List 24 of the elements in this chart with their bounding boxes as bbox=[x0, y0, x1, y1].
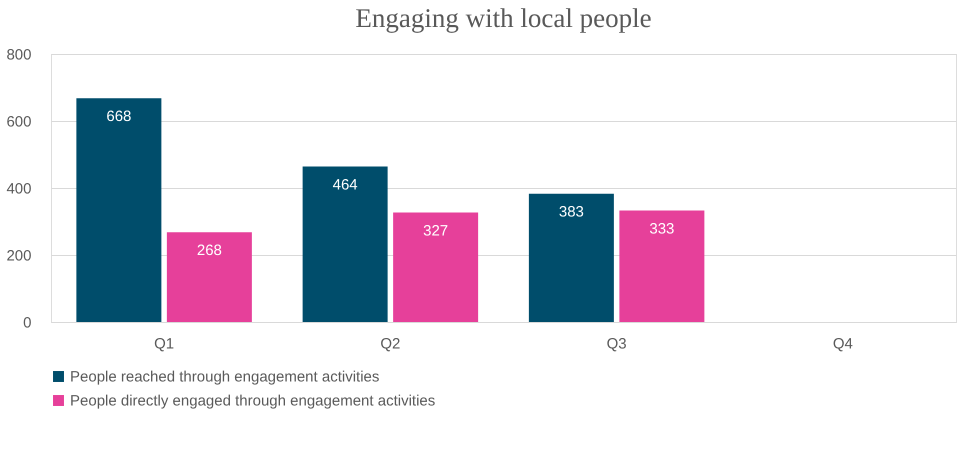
data-label: 383 bbox=[558, 204, 584, 221]
data-label: 333 bbox=[649, 220, 674, 238]
data-label: 268 bbox=[196, 242, 222, 260]
y-tick-label: 800 bbox=[6, 46, 32, 64]
data-label: 327 bbox=[423, 222, 448, 240]
y-tick-label: 200 bbox=[6, 248, 32, 264]
chart-title: Engaging with local people bbox=[355, 3, 652, 33]
bar bbox=[302, 166, 388, 322]
bar bbox=[619, 210, 704, 322]
x-tick-label: Q1 bbox=[154, 336, 174, 352]
y-tick-label: 400 bbox=[6, 180, 32, 198]
bar bbox=[393, 212, 478, 322]
x-tick-label: Q3 bbox=[606, 336, 627, 352]
x-tick-label: Q4 bbox=[832, 336, 853, 352]
y-tick-label: 600 bbox=[6, 114, 32, 130]
bar bbox=[166, 232, 252, 322]
y-tick-label: 0 bbox=[23, 314, 32, 332]
bar bbox=[76, 98, 162, 322]
bar bbox=[528, 194, 614, 322]
x-tick-label: Q2 bbox=[380, 336, 400, 352]
data-label: 668 bbox=[106, 108, 132, 126]
legend-label: People directly engaged through engagement activities bbox=[70, 392, 436, 410]
legend-label: People reached through engagement activities bbox=[70, 368, 380, 386]
data-label: 464 bbox=[332, 176, 358, 194]
